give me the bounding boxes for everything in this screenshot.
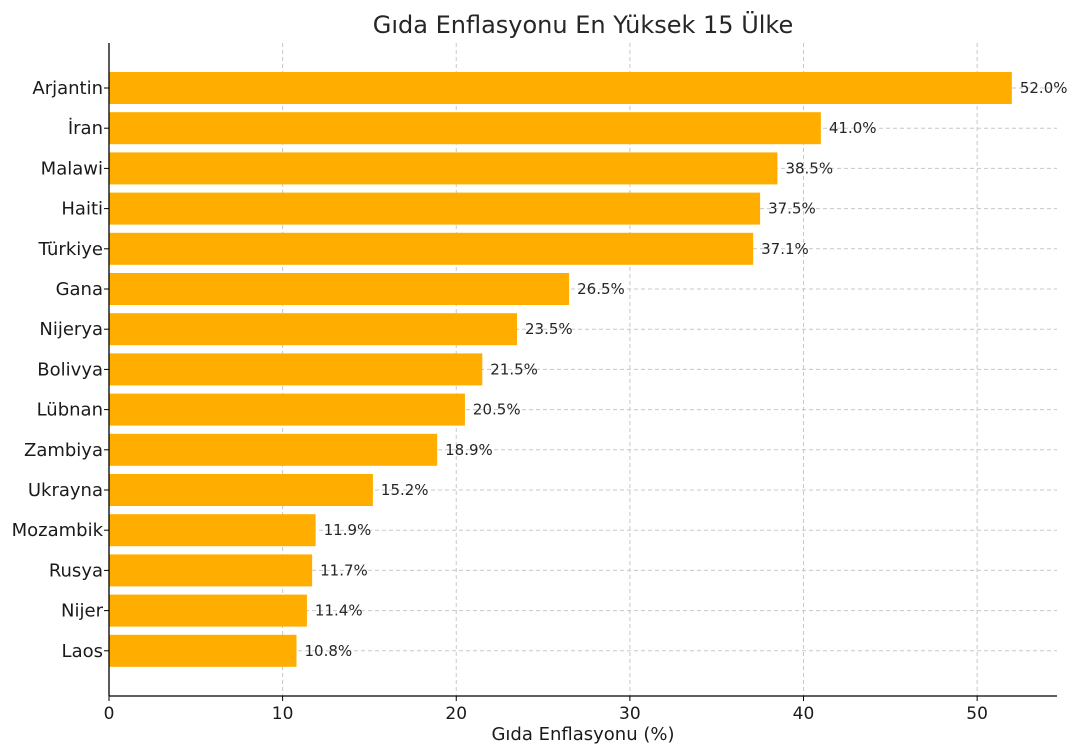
bar (109, 353, 483, 386)
bar-value-label: 10.8% (305, 642, 353, 660)
bar-value-label: 26.5% (577, 280, 625, 298)
bar (109, 273, 570, 305)
bar (109, 514, 316, 547)
axes (104, 43, 1057, 701)
bar-value-label: 20.5% (473, 401, 521, 419)
category-tick-label: Zambiya (24, 440, 103, 461)
bar-value-label: 52.0% (1020, 79, 1068, 97)
bar-value-label: 37.5% (768, 200, 816, 218)
bar (109, 112, 821, 145)
bar-value-label: 38.5% (785, 159, 833, 177)
bar-value-label: 41.0% (829, 119, 877, 137)
category-tick-label: Laos (62, 641, 103, 662)
category-tick-label: Haiti (61, 199, 103, 220)
category-tick-label: Ukrayna (28, 480, 103, 501)
bar (109, 474, 373, 506)
category-tick-label: Nijer (61, 601, 104, 622)
category-tick-label: Gana (56, 279, 103, 300)
bar (109, 393, 465, 426)
category-tick-label: Bolivya (37, 359, 103, 380)
x-tick-label: 10 (272, 704, 294, 724)
x-tick-label: 20 (445, 704, 467, 724)
x-tick-label: 0 (104, 704, 115, 724)
bar-value-label: 15.2% (381, 481, 429, 499)
bar (109, 594, 307, 627)
bar (109, 554, 313, 587)
x-axis-label: Gıda Enflasyonu (%) (491, 724, 674, 745)
category-tick-label: Malawi (41, 158, 103, 179)
bar (109, 72, 1012, 104)
category-tick-label: Türkiye (38, 239, 104, 260)
category-tick-label: Nijerya (39, 319, 103, 340)
x-tick-label: 40 (793, 704, 815, 724)
x-tick-label: 30 (619, 704, 641, 724)
bars (109, 72, 1012, 667)
bar-value-label: 21.5% (490, 360, 538, 378)
category-tick-label: Rusya (49, 560, 103, 581)
bar-value-label: 23.5% (525, 320, 573, 338)
bar (109, 232, 754, 265)
bar-value-label: 11.9% (324, 521, 372, 539)
x-tick-label: 50 (966, 704, 988, 724)
bar-value-label: 37.1% (761, 240, 809, 258)
category-tick-label: İran (68, 118, 103, 139)
bar (109, 313, 518, 346)
category-tick-label: Lübnan (37, 400, 103, 421)
labels: 52.0% Arjantin 41.0% İran 38.5% Malawi 37.5% Ha… (12, 78, 1068, 724)
bar (109, 152, 778, 185)
bar-value-label: 18.9% (445, 441, 493, 459)
category-tick-label: Arjantin (32, 78, 103, 99)
category-tick-label: Mozambik (12, 520, 104, 541)
bar (109, 433, 438, 466)
bar-value-label: 11.7% (320, 561, 368, 579)
bar-value-label: 11.4% (315, 602, 363, 620)
bar (109, 634, 297, 667)
chart-title: Gıda Enflasyonu En Yüksek 15 Ülke (373, 10, 794, 39)
bar (109, 192, 761, 225)
